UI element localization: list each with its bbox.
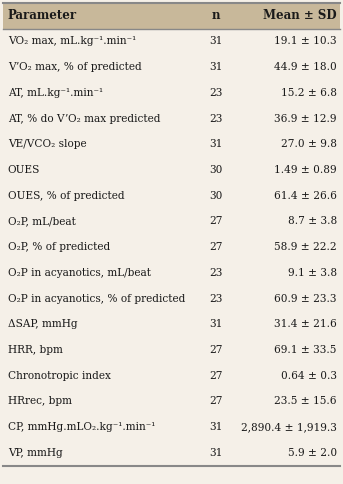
Text: 27: 27 xyxy=(210,371,223,381)
Text: OUES, % of predicted: OUES, % of predicted xyxy=(8,191,125,201)
Text: VʼO₂ max, % of predicted: VʼO₂ max, % of predicted xyxy=(8,62,142,72)
Text: 1.49 ± 0.89: 1.49 ± 0.89 xyxy=(274,165,337,175)
Text: 2,890.4 ± 1,919.3: 2,890.4 ± 1,919.3 xyxy=(241,422,337,432)
FancyBboxPatch shape xyxy=(3,311,340,337)
Text: O₂P, mL/beat: O₂P, mL/beat xyxy=(8,216,76,227)
FancyBboxPatch shape xyxy=(3,286,340,311)
FancyBboxPatch shape xyxy=(3,80,340,106)
Text: 31: 31 xyxy=(210,319,223,329)
Text: CP, mmHg.mLO₂.kg⁻¹.min⁻¹: CP, mmHg.mLO₂.kg⁻¹.min⁻¹ xyxy=(8,422,155,432)
Text: Parameter: Parameter xyxy=(8,9,77,22)
Text: 31.4 ± 21.6: 31.4 ± 21.6 xyxy=(274,319,337,329)
Text: 61.4 ± 26.6: 61.4 ± 26.6 xyxy=(274,191,337,201)
FancyBboxPatch shape xyxy=(3,414,340,440)
Text: 27: 27 xyxy=(210,396,223,407)
Text: VO₂ max, mL.kg⁻¹.min⁻¹: VO₂ max, mL.kg⁻¹.min⁻¹ xyxy=(8,36,136,46)
Text: 15.2 ± 6.8: 15.2 ± 6.8 xyxy=(281,88,337,98)
Text: 31: 31 xyxy=(210,139,223,149)
FancyBboxPatch shape xyxy=(3,3,340,29)
FancyBboxPatch shape xyxy=(3,29,340,54)
Text: 23.5 ± 15.6: 23.5 ± 15.6 xyxy=(274,396,337,407)
Text: Chronotropic index: Chronotropic index xyxy=(8,371,111,381)
Text: HRR, bpm: HRR, bpm xyxy=(8,345,63,355)
FancyBboxPatch shape xyxy=(3,157,340,183)
FancyBboxPatch shape xyxy=(3,54,340,80)
Text: 36.9 ± 12.9: 36.9 ± 12.9 xyxy=(274,114,337,123)
FancyBboxPatch shape xyxy=(3,183,340,209)
FancyBboxPatch shape xyxy=(3,131,340,157)
Text: HRrec, bpm: HRrec, bpm xyxy=(8,396,72,407)
Text: 23: 23 xyxy=(210,268,223,278)
Text: 58.9 ± 22.2: 58.9 ± 22.2 xyxy=(274,242,337,252)
FancyBboxPatch shape xyxy=(3,363,340,389)
Text: 19.1 ± 10.3: 19.1 ± 10.3 xyxy=(274,36,337,46)
Text: 31: 31 xyxy=(210,36,223,46)
Text: 31: 31 xyxy=(210,448,223,458)
Text: VE/VCO₂ slope: VE/VCO₂ slope xyxy=(8,139,86,149)
Text: Mean ± SD: Mean ± SD xyxy=(263,9,337,22)
Text: AT, mL.kg⁻¹.min⁻¹: AT, mL.kg⁻¹.min⁻¹ xyxy=(8,88,103,98)
Text: ΔSAP, mmHg: ΔSAP, mmHg xyxy=(8,319,78,329)
Text: n: n xyxy=(212,9,221,22)
Text: O₂P in acyanotics, mL/beat: O₂P in acyanotics, mL/beat xyxy=(8,268,151,278)
Text: O₂P, % of predicted: O₂P, % of predicted xyxy=(8,242,110,252)
Text: 23: 23 xyxy=(210,88,223,98)
Text: 0.64 ± 0.3: 0.64 ± 0.3 xyxy=(281,371,337,381)
FancyBboxPatch shape xyxy=(3,260,340,286)
Text: 27: 27 xyxy=(210,216,223,227)
Text: 23: 23 xyxy=(210,114,223,123)
FancyBboxPatch shape xyxy=(3,440,340,466)
Text: 30: 30 xyxy=(210,165,223,175)
Text: 8.7 ± 3.8: 8.7 ± 3.8 xyxy=(287,216,337,227)
Text: 60.9 ± 23.3: 60.9 ± 23.3 xyxy=(274,294,337,303)
FancyBboxPatch shape xyxy=(3,389,340,414)
FancyBboxPatch shape xyxy=(3,106,340,131)
Text: VP, mmHg: VP, mmHg xyxy=(8,448,62,458)
Text: 44.9 ± 18.0: 44.9 ± 18.0 xyxy=(274,62,337,72)
Text: 27.0 ± 9.8: 27.0 ± 9.8 xyxy=(281,139,337,149)
Text: O₂P in acyanotics, % of predicted: O₂P in acyanotics, % of predicted xyxy=(8,294,185,303)
Text: 9.1 ± 3.8: 9.1 ± 3.8 xyxy=(288,268,337,278)
FancyBboxPatch shape xyxy=(3,337,340,363)
Text: 27: 27 xyxy=(210,345,223,355)
Text: 27: 27 xyxy=(210,242,223,252)
Text: 31: 31 xyxy=(210,422,223,432)
Text: 23: 23 xyxy=(210,294,223,303)
Text: 5.9 ± 2.0: 5.9 ± 2.0 xyxy=(288,448,337,458)
Text: AT, % do VʼO₂ max predicted: AT, % do VʼO₂ max predicted xyxy=(8,114,160,123)
FancyBboxPatch shape xyxy=(3,209,340,234)
Text: 69.1 ± 33.5: 69.1 ± 33.5 xyxy=(274,345,337,355)
Text: 30: 30 xyxy=(210,191,223,201)
Text: OUES: OUES xyxy=(8,165,40,175)
Text: 31: 31 xyxy=(210,62,223,72)
FancyBboxPatch shape xyxy=(3,234,340,260)
